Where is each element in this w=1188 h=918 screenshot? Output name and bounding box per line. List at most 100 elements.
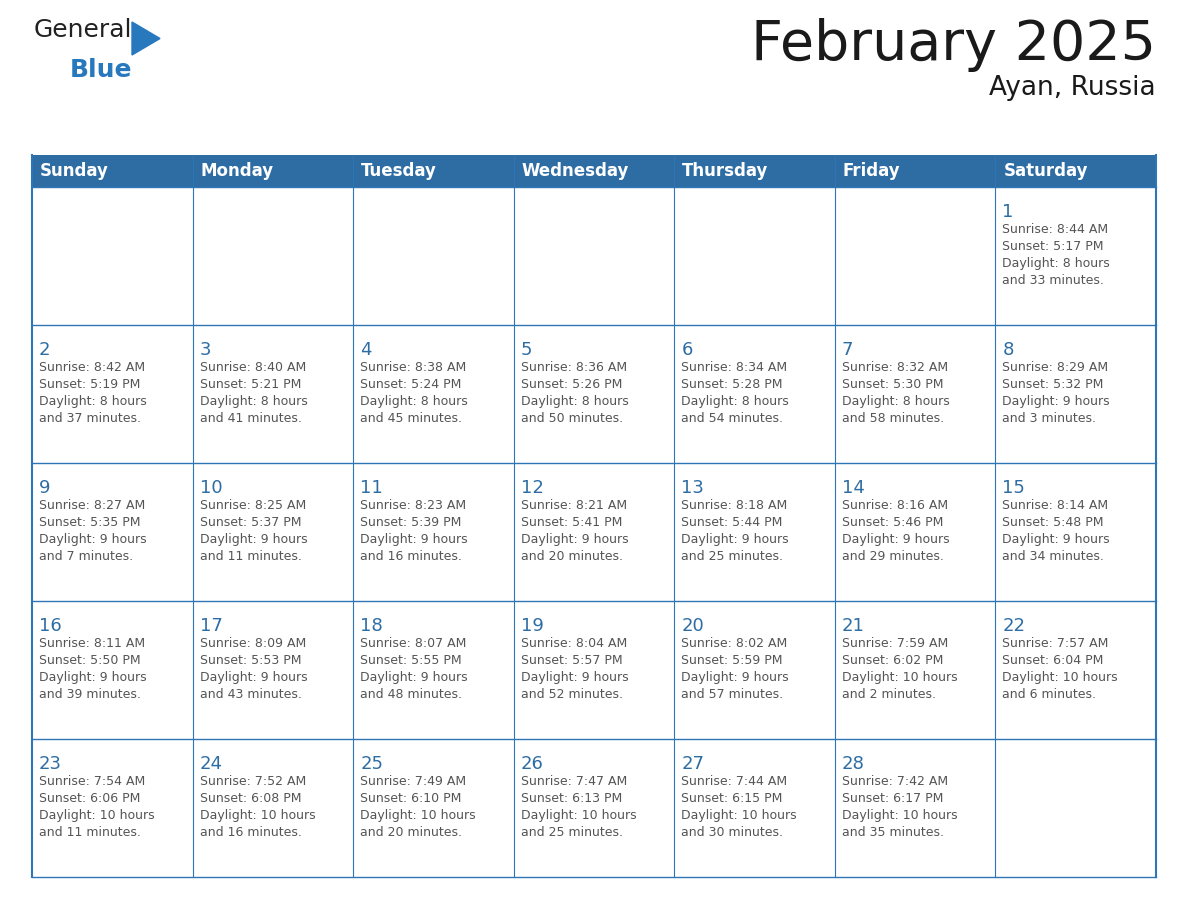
Text: Blue: Blue [70, 58, 133, 82]
Text: and 16 minutes.: and 16 minutes. [360, 550, 462, 563]
Text: Sunrise: 8:27 AM: Sunrise: 8:27 AM [39, 499, 145, 512]
Text: Sunrise: 8:18 AM: Sunrise: 8:18 AM [681, 499, 788, 512]
Text: Daylight: 9 hours: Daylight: 9 hours [520, 671, 628, 684]
Text: and 6 minutes.: and 6 minutes. [1003, 688, 1097, 701]
Text: Daylight: 9 hours: Daylight: 9 hours [681, 671, 789, 684]
Text: Sunrise: 8:44 AM: Sunrise: 8:44 AM [1003, 223, 1108, 236]
Text: Sunset: 6:04 PM: Sunset: 6:04 PM [1003, 654, 1104, 667]
Text: Sunrise: 8:34 AM: Sunrise: 8:34 AM [681, 361, 788, 374]
Text: 18: 18 [360, 617, 383, 635]
Text: Sunset: 5:35 PM: Sunset: 5:35 PM [39, 516, 140, 529]
Text: Daylight: 10 hours: Daylight: 10 hours [842, 809, 958, 822]
Text: Sunset: 5:32 PM: Sunset: 5:32 PM [1003, 378, 1104, 391]
Text: 21: 21 [842, 617, 865, 635]
Text: 16: 16 [39, 617, 62, 635]
Text: 2: 2 [39, 341, 51, 359]
Text: Sunrise: 8:25 AM: Sunrise: 8:25 AM [200, 499, 305, 512]
Text: Sunrise: 8:04 AM: Sunrise: 8:04 AM [520, 637, 627, 650]
Text: Sunset: 5:30 PM: Sunset: 5:30 PM [842, 378, 943, 391]
Text: Daylight: 8 hours: Daylight: 8 hours [1003, 257, 1110, 270]
Text: Sunset: 5:37 PM: Sunset: 5:37 PM [200, 516, 301, 529]
Text: Daylight: 10 hours: Daylight: 10 hours [842, 671, 958, 684]
Text: 19: 19 [520, 617, 544, 635]
Text: 26: 26 [520, 755, 544, 773]
Text: Sunset: 5:39 PM: Sunset: 5:39 PM [360, 516, 461, 529]
Text: Daylight: 9 hours: Daylight: 9 hours [1003, 533, 1110, 546]
Text: Monday: Monday [201, 162, 273, 180]
Text: Daylight: 9 hours: Daylight: 9 hours [39, 671, 146, 684]
Text: Daylight: 9 hours: Daylight: 9 hours [842, 533, 949, 546]
Text: Friday: Friday [842, 162, 901, 180]
Text: 3: 3 [200, 341, 211, 359]
Text: Sunset: 6:13 PM: Sunset: 6:13 PM [520, 792, 623, 805]
Text: Daylight: 10 hours: Daylight: 10 hours [360, 809, 475, 822]
Text: Daylight: 9 hours: Daylight: 9 hours [681, 533, 789, 546]
Text: Daylight: 9 hours: Daylight: 9 hours [360, 671, 468, 684]
Text: Sunrise: 7:47 AM: Sunrise: 7:47 AM [520, 775, 627, 788]
Text: and 54 minutes.: and 54 minutes. [681, 412, 783, 425]
Text: Sunset: 5:55 PM: Sunset: 5:55 PM [360, 654, 462, 667]
Text: and 20 minutes.: and 20 minutes. [520, 550, 623, 563]
Text: and 11 minutes.: and 11 minutes. [200, 550, 302, 563]
Text: Daylight: 10 hours: Daylight: 10 hours [681, 809, 797, 822]
Text: Daylight: 10 hours: Daylight: 10 hours [520, 809, 637, 822]
Text: Sunset: 5:59 PM: Sunset: 5:59 PM [681, 654, 783, 667]
Text: 23: 23 [39, 755, 62, 773]
Text: Sunrise: 8:14 AM: Sunrise: 8:14 AM [1003, 499, 1108, 512]
Text: Sunrise: 8:09 AM: Sunrise: 8:09 AM [200, 637, 305, 650]
Text: Tuesday: Tuesday [361, 162, 437, 180]
Text: and 48 minutes.: and 48 minutes. [360, 688, 462, 701]
Text: and 39 minutes.: and 39 minutes. [39, 688, 141, 701]
Text: 8: 8 [1003, 341, 1013, 359]
Text: and 11 minutes.: and 11 minutes. [39, 826, 141, 839]
Text: Sunset: 5:48 PM: Sunset: 5:48 PM [1003, 516, 1104, 529]
Text: Sunset: 5:17 PM: Sunset: 5:17 PM [1003, 240, 1104, 253]
Text: Daylight: 8 hours: Daylight: 8 hours [842, 395, 949, 408]
Text: Sunrise: 7:57 AM: Sunrise: 7:57 AM [1003, 637, 1108, 650]
Text: Sunset: 5:21 PM: Sunset: 5:21 PM [200, 378, 301, 391]
Text: Sunset: 6:15 PM: Sunset: 6:15 PM [681, 792, 783, 805]
Text: Sunrise: 8:02 AM: Sunrise: 8:02 AM [681, 637, 788, 650]
Text: and 35 minutes.: and 35 minutes. [842, 826, 943, 839]
Text: Sunset: 6:02 PM: Sunset: 6:02 PM [842, 654, 943, 667]
Text: and 57 minutes.: and 57 minutes. [681, 688, 783, 701]
Text: Daylight: 8 hours: Daylight: 8 hours [200, 395, 308, 408]
Text: Daylight: 9 hours: Daylight: 9 hours [39, 533, 146, 546]
Text: 9: 9 [39, 479, 51, 497]
Text: and 37 minutes.: and 37 minutes. [39, 412, 141, 425]
Text: Daylight: 9 hours: Daylight: 9 hours [1003, 395, 1110, 408]
Text: Sunrise: 8:29 AM: Sunrise: 8:29 AM [1003, 361, 1108, 374]
Text: Sunrise: 8:11 AM: Sunrise: 8:11 AM [39, 637, 145, 650]
Text: Sunrise: 7:54 AM: Sunrise: 7:54 AM [39, 775, 145, 788]
Text: Daylight: 8 hours: Daylight: 8 hours [39, 395, 147, 408]
Text: Sunset: 5:44 PM: Sunset: 5:44 PM [681, 516, 783, 529]
Text: 10: 10 [200, 479, 222, 497]
Text: Sunset: 6:08 PM: Sunset: 6:08 PM [200, 792, 301, 805]
Text: 6: 6 [681, 341, 693, 359]
Text: Daylight: 10 hours: Daylight: 10 hours [200, 809, 315, 822]
Text: Wednesday: Wednesday [522, 162, 630, 180]
Text: 17: 17 [200, 617, 222, 635]
Text: and 30 minutes.: and 30 minutes. [681, 826, 783, 839]
Text: Sunrise: 7:49 AM: Sunrise: 7:49 AM [360, 775, 466, 788]
Text: Sunrise: 8:16 AM: Sunrise: 8:16 AM [842, 499, 948, 512]
Text: Saturday: Saturday [1004, 162, 1088, 180]
Text: and 43 minutes.: and 43 minutes. [200, 688, 302, 701]
Text: and 7 minutes.: and 7 minutes. [39, 550, 133, 563]
Text: Daylight: 8 hours: Daylight: 8 hours [681, 395, 789, 408]
Text: General: General [34, 18, 133, 42]
Text: 24: 24 [200, 755, 222, 773]
Polygon shape [132, 22, 160, 55]
Text: 4: 4 [360, 341, 372, 359]
Text: Sunrise: 7:44 AM: Sunrise: 7:44 AM [681, 775, 788, 788]
Text: Daylight: 8 hours: Daylight: 8 hours [360, 395, 468, 408]
Text: and 25 minutes.: and 25 minutes. [520, 826, 623, 839]
Text: 11: 11 [360, 479, 383, 497]
Text: Sunset: 5:50 PM: Sunset: 5:50 PM [39, 654, 140, 667]
Text: and 50 minutes.: and 50 minutes. [520, 412, 623, 425]
Text: and 34 minutes.: and 34 minutes. [1003, 550, 1105, 563]
Bar [32, 155, 1156, 187]
Text: Sunset: 5:41 PM: Sunset: 5:41 PM [520, 516, 623, 529]
Text: Daylight: 9 hours: Daylight: 9 hours [360, 533, 468, 546]
Text: Sunrise: 8:23 AM: Sunrise: 8:23 AM [360, 499, 466, 512]
